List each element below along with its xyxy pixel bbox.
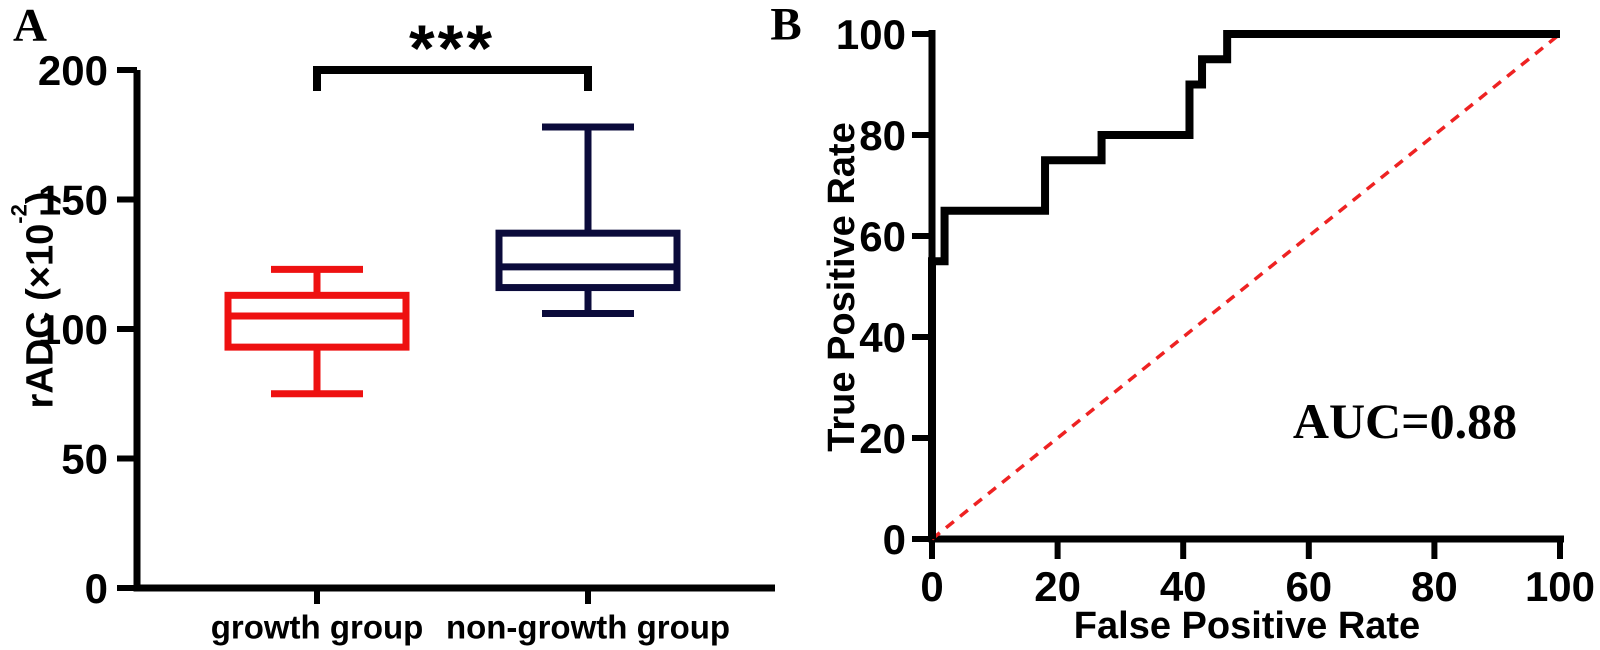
x-tick-label: 20 [1034,563,1081,610]
y-tick-label: 40 [859,314,906,361]
y-tick-label: 150 [38,177,108,224]
x-tick-label: 100 [1525,563,1595,610]
panel-a-label: A [13,0,47,52]
y-tick-label: 0 [85,565,108,612]
panel-b-y-axis-title: True Positive Rate [821,122,863,452]
panel-a-y-axis-title: rADC (×10-2) [7,191,62,409]
y-tick-label: 100 [38,306,108,353]
significance-stars: *** [408,11,496,85]
y-tick-label: 0 [883,516,906,563]
panel-b-label: B [770,0,802,51]
reference-diagonal [930,32,1562,541]
y-tick-label: 50 [61,436,108,483]
y-tick-label: 100 [836,11,906,58]
y-tick-label: 200 [38,47,108,94]
x-tick-label: 40 [1160,563,1207,610]
x-tick-label: 60 [1285,563,1332,610]
x-tick-label: 80 [1411,563,1458,610]
panel-b-x-axis-title: False Positive Rate [1073,605,1421,647]
category-label-growth: growth group [210,608,424,646]
y-tick-label: 60 [859,213,906,260]
category-label-non-growth: non-growth group [445,608,731,646]
y-axis-title-suffix: ) [19,191,62,205]
roc-curve [928,30,1560,539]
roc-panel: 0 20 40 60 80 100 0 20 40 60 80 100 [836,11,1595,610]
y-axis-title-prefix: rADC (×10 [19,223,62,409]
y-tick-label: 20 [859,415,906,462]
box [495,229,681,292]
x-tick-label: 0 [920,563,943,610]
significance-bracket [313,66,592,91]
y-tick-label: 80 [859,112,906,159]
boxplot-panel: 0 50 100 150 200 [38,47,775,612]
box [224,291,410,351]
y-axis-title-superscript: -2 [6,204,32,224]
auc-annotation: AUC=0.88 [1292,393,1518,449]
